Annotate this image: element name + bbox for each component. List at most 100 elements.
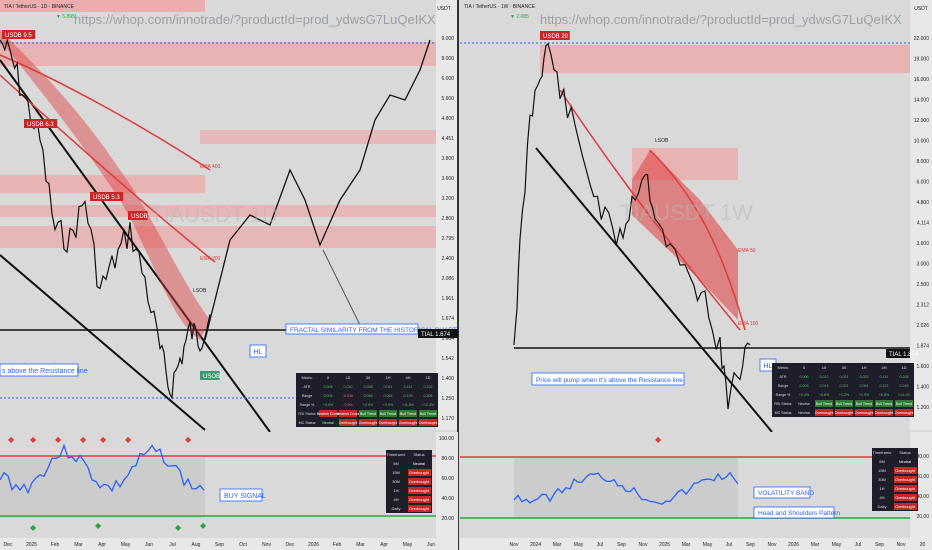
resistance-box [0, 363, 79, 377]
time-tick: 2025 [659, 542, 670, 548]
metric-cell: Bull Trend [856, 402, 872, 406]
price-tick: 3.200 [441, 196, 454, 202]
metric-cell: Bull Trend [836, 402, 852, 406]
ema-label: EMA 100 [738, 321, 759, 327]
price-tick: 1.542 [441, 356, 454, 362]
metric-cell: Overbought [399, 421, 418, 425]
supply-zone [0, 175, 205, 193]
sell-marker-icon: ◆ [185, 435, 192, 444]
pump-box [531, 372, 685, 386]
tia-tag [886, 349, 910, 358]
metric-cell: 0.009 [800, 384, 809, 388]
status-cell: Overbought [409, 489, 430, 493]
metric-cell: Neutral [798, 411, 810, 415]
time-tick: Dec [286, 542, 295, 548]
metric-cell: Bull Trend [896, 402, 912, 406]
status-fill [894, 503, 917, 510]
status-cell [399, 410, 417, 417]
right-watermark: https://whop.com/innotrade/?productId=pr… [540, 12, 902, 27]
projection-line [204, 39, 431, 341]
metric-header: 15 [822, 365, 827, 370]
tia-tag-text: TIAL 1.874 [889, 352, 919, 358]
metric-cell: 0.041 [384, 385, 393, 389]
price-tick: 1.600 [916, 364, 929, 370]
metric-cell: Bull Trend [876, 402, 892, 406]
fractal-label: FRACTAL SIMILARITY FROM THE HISTORICAL C… [290, 327, 457, 334]
right-big-symbol: TIAUSDT 1W [620, 200, 753, 225]
ema-label: EMA 50 [738, 248, 756, 254]
price-tick: 1.400 [441, 376, 454, 382]
price-tick: 4.114 [917, 221, 929, 227]
price-tick: 1.200 [916, 405, 929, 411]
status-cell [419, 410, 437, 417]
price-tick: 14.000 [914, 98, 930, 104]
metric-cell: +12.3% [422, 403, 435, 407]
time-tick: May [703, 542, 713, 548]
usdb-tag-text: USDB [131, 214, 148, 220]
ema-400-label: EMA 400 [200, 164, 221, 170]
status-cell: 5M [393, 461, 399, 466]
time-tick: Nov [768, 542, 777, 548]
supply-zone [0, 42, 436, 66]
price-tick: 10.000 [914, 139, 930, 145]
metric-cell: 0.010 [344, 385, 353, 389]
usdb-tag [540, 31, 570, 40]
status-cell [379, 419, 397, 426]
status-cell [815, 400, 833, 407]
price-tick: 6.000 [441, 76, 454, 82]
oscillator-panel [460, 432, 910, 538]
osc-tick: 20.00 [916, 514, 929, 520]
status-fill [894, 494, 917, 501]
buy-marker-icon: ◆ [30, 523, 37, 532]
metric-cell: +2.9% [363, 403, 374, 407]
time-tick: Jul [597, 542, 603, 548]
metric-header: 1D [901, 365, 906, 370]
time-tick: Apr [98, 542, 106, 548]
hl-label: HL [254, 349, 263, 356]
sell-marker-icon: ◆ [125, 435, 132, 444]
time-tick: Apr [380, 542, 388, 548]
supply-zone [0, 0, 205, 12]
metric-cell: +0.8% [819, 393, 830, 397]
buy-marker-icon: ◆ [95, 521, 102, 530]
status-fill [408, 478, 431, 485]
metric-table [772, 363, 914, 417]
time-tick: 2025 [26, 542, 37, 548]
metric-cell: Overbought [855, 411, 874, 415]
metric-header: 1D [425, 375, 430, 380]
metric-cell: Overbought [835, 411, 854, 415]
metric-cell: Range [302, 394, 313, 398]
status-cell [855, 400, 873, 407]
price-tick: 4.800 [916, 200, 929, 206]
metric-header: 4H [405, 375, 410, 380]
status-cell [875, 400, 893, 407]
osc-tick: 40.00 [916, 494, 929, 500]
right-panel [460, 0, 932, 550]
status-fill [408, 487, 431, 494]
hl-label: HL [764, 363, 773, 370]
status-cell: 15M [878, 468, 886, 473]
ema-line [559, 89, 741, 331]
metric-cell: 0.122 [880, 384, 889, 388]
time-tick: Oct [239, 542, 247, 548]
price-tick: 4.800 [441, 116, 454, 122]
status-cell: 4H [879, 495, 884, 500]
time-tick: Dec [4, 542, 13, 548]
status-cell: 15M [392, 470, 400, 475]
time-tick: Jun [427, 542, 435, 548]
metric-cell: ATR [304, 385, 311, 389]
price-axis [910, 0, 932, 430]
volatility-band-label: VOLATILITY BAND [758, 490, 814, 497]
lsob-label: LSOB [193, 288, 207, 294]
support-line [0, 254, 206, 431]
time-tick: Feb [51, 542, 60, 548]
status-cell [835, 409, 853, 416]
head-shoulders-label: Head and Shoulders Pattern [758, 510, 840, 517]
osc-tick: 60.00 [916, 474, 929, 480]
left-big-symbol: TIAUSDT 1D [150, 202, 278, 227]
metric-cell: Bull Trend [400, 412, 416, 416]
metric-cell: +11.8% [402, 403, 415, 407]
metric-cell: Overbought [379, 421, 398, 425]
price-tick: 8.000 [916, 159, 929, 165]
trend-cloud [0, 30, 210, 340]
